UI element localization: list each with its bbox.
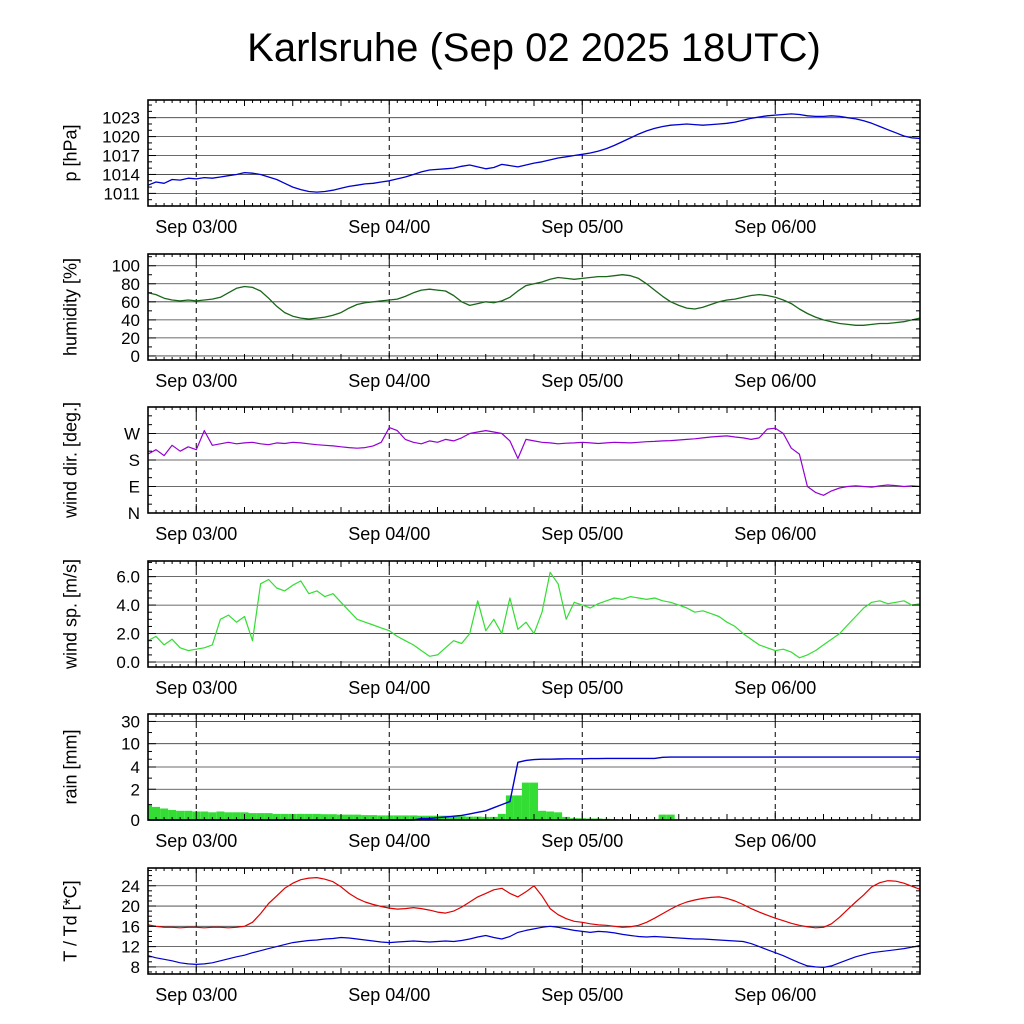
y-tick-label: 4 (131, 758, 140, 777)
y-tick-label: N (128, 504, 140, 523)
x-tick-label: Sep 03/00 (155, 678, 237, 698)
x-tick-label: Sep 06/00 (734, 678, 816, 698)
y-tick-label: 24 (121, 877, 140, 896)
y-tick-label: 40 (121, 311, 140, 330)
y-tick-label: 6.0 (116, 568, 140, 587)
x-tick-label: Sep 05/00 (541, 217, 623, 237)
x-tick-label: Sep 03/00 (155, 371, 237, 391)
y-tick-label: 1014 (102, 166, 140, 185)
y-tick-label: 0 (131, 811, 140, 830)
x-tick-label: Sep 06/00 (734, 217, 816, 237)
y-tick-label: 30 (121, 712, 140, 731)
y-tick-label: 1023 (102, 109, 140, 128)
y-tick-label: 2 (131, 780, 140, 799)
x-tick-label: Sep 04/00 (348, 985, 430, 1005)
y-tick-label: 0 (131, 347, 140, 366)
x-tick-label: Sep 06/00 (734, 524, 816, 544)
y-tick-label: 1020 (102, 128, 140, 147)
chart-title: Karlsruhe (Sep 02 2025 18UTC) (247, 26, 821, 70)
y-tick-label: 20 (121, 329, 140, 348)
y-tick-label: E (129, 478, 140, 497)
x-tick-label: Sep 05/00 (541, 831, 623, 851)
panel-rain: 0 2 4 10 30 Sep 03/00 Sep 04/00 Sep 05/00 Sep 06… (121, 712, 921, 851)
x-tick-label: Sep 03/00 (155, 217, 237, 237)
y-tick-label: S (129, 451, 140, 470)
x-tick-label: Sep 04/00 (348, 678, 430, 698)
y-tick-label: 12 (121, 938, 140, 957)
y-tick-label: 100 (112, 257, 140, 276)
x-tick-label: Sep 06/00 (734, 985, 816, 1005)
x-tick-label: Sep 04/00 (348, 371, 430, 391)
y-tick-label: W (124, 425, 140, 444)
x-tick-label: Sep 06/00 (734, 371, 816, 391)
y-tick-label: 0.0 (116, 653, 140, 672)
y-tick-label: 2.0 (116, 625, 140, 644)
y-tick-label: 8 (131, 958, 140, 977)
y-tick-label: 4.0 (116, 596, 140, 615)
y-tick-label: 60 (121, 293, 140, 312)
y-tick-label: 80 (121, 275, 140, 294)
x-tick-label: Sep 04/00 (348, 831, 430, 851)
x-tick-label: Sep 03/00 (155, 524, 237, 544)
y-tick-label: 1017 (102, 147, 140, 166)
y-tick-label: 20 (121, 897, 140, 916)
x-tick-label: Sep 03/00 (155, 985, 237, 1005)
x-tick-label: Sep 05/00 (541, 678, 623, 698)
x-tick-label: Sep 04/00 (348, 524, 430, 544)
x-tick-label: Sep 06/00 (734, 831, 816, 851)
x-tick-label: Sep 04/00 (348, 217, 430, 237)
y-tick-label: 16 (121, 917, 140, 936)
x-tick-label: Sep 05/00 (541, 524, 623, 544)
y-tick-label: 10 (121, 735, 140, 754)
x-tick-label: Sep 03/00 (155, 831, 237, 851)
y-tick-label: 1011 (103, 184, 140, 203)
panel-wind_speed: 0.0 2.0 4.0 6.0 Sep 03/00 Sep 04/00 Sep 05/00 S… (116, 560, 921, 698)
x-tick-label: Sep 05/00 (541, 985, 623, 1005)
x-tick-label: Sep 05/00 (541, 371, 623, 391)
